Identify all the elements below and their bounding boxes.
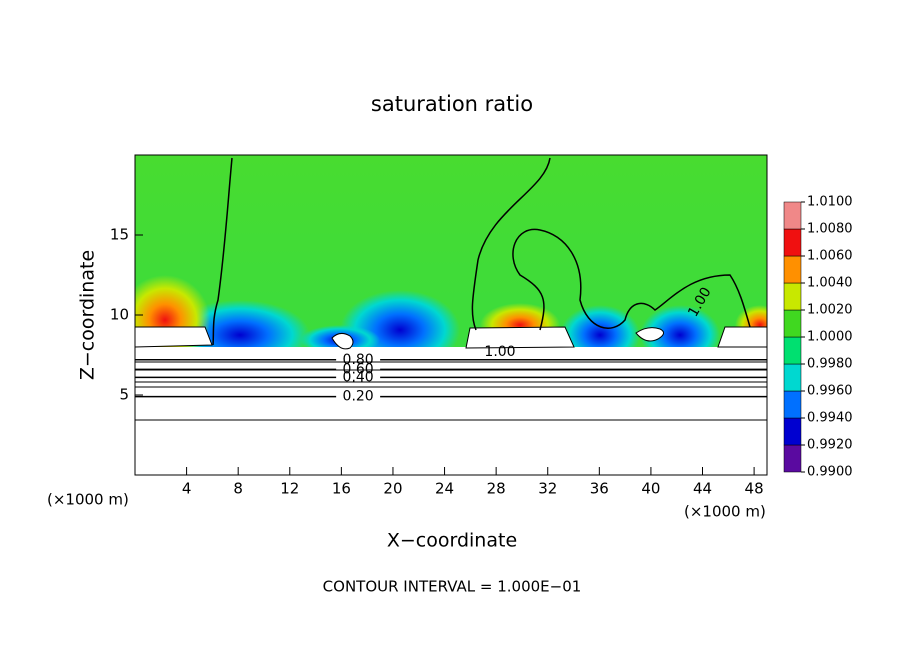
x-tick-label: 40 — [641, 480, 660, 498]
colorbar-segment — [783, 363, 802, 392]
colorbar-label: 0.9960 — [807, 384, 853, 399]
colorbar-segment — [783, 309, 802, 338]
x-tick-label: 48 — [745, 480, 764, 498]
contour-label: 0.40 — [343, 369, 374, 385]
colorbar-label: 0.9900 — [807, 465, 853, 480]
colorbar-label: 1.0100 — [807, 195, 853, 210]
colorbar-label: 0.9940 — [807, 411, 853, 426]
colorbar-label: 0.9980 — [807, 357, 853, 372]
colorbar-segment — [783, 228, 802, 257]
contour-label: 0.80 — [343, 352, 374, 368]
colorbar-label: 1.0080 — [807, 222, 853, 237]
x-tick-label: 36 — [590, 480, 609, 498]
x-tick-label: 32 — [538, 480, 557, 498]
colorbar-segment — [783, 336, 802, 365]
x-axis-label: X−coordinate — [387, 530, 517, 552]
x-tick-label: 24 — [435, 480, 454, 498]
colorbar-segment — [783, 417, 802, 446]
contour-label: 0.20 — [343, 389, 374, 405]
colorbar-label: 0.9920 — [807, 438, 853, 453]
contour-label: 0.60 — [343, 361, 374, 377]
contour-label: 1.00 — [484, 344, 515, 360]
colorbar-label: 1.0040 — [807, 276, 853, 291]
colorbar-segment — [783, 390, 802, 419]
y-axis-label: Z−coordinate — [77, 250, 99, 380]
colorbar-label: 1.0020 — [807, 303, 853, 318]
colorbar-label: 1.0060 — [807, 249, 853, 264]
colorbar-segment — [783, 282, 802, 311]
field — [135, 155, 767, 475]
colorbar-segment — [783, 255, 802, 284]
unit-label: (×1000 m) — [47, 491, 129, 509]
x-tick-label: 28 — [487, 480, 506, 498]
x-tick-label: 16 — [332, 480, 351, 498]
colorbar-segment — [783, 444, 802, 473]
x-tick-label: 44 — [693, 480, 712, 498]
x-tick-label: 20 — [383, 480, 402, 498]
colorbar-label: 1.0000 — [807, 330, 853, 345]
x-tick-label: 4 — [182, 480, 192, 498]
chart-title: saturation ratio — [371, 92, 533, 116]
y-tick-label: 15 — [110, 226, 129, 244]
x-tick-label: 12 — [280, 480, 299, 498]
unit-label: (×1000 m) — [684, 503, 766, 521]
y-tick-label: 5 — [119, 386, 129, 404]
y-tick-label: 10 — [110, 306, 129, 324]
colorbar-segment — [783, 201, 802, 230]
x-tick-label: 8 — [233, 480, 243, 498]
note: CONTOUR INTERVAL = 1.000E−01 — [323, 578, 582, 596]
